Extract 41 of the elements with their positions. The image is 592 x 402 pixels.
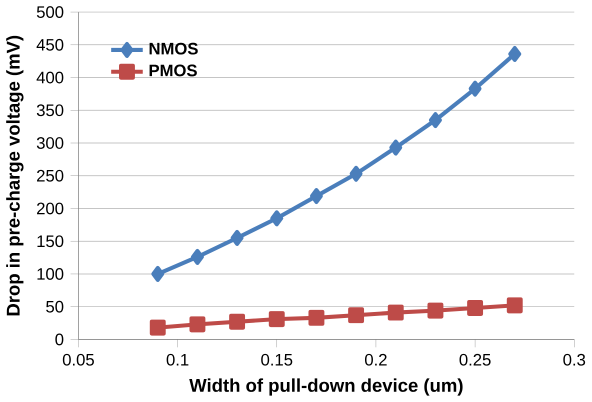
x-tick-label: 0.05 (62, 354, 94, 366)
y-tick-label: 450 (36, 39, 64, 51)
point (508, 46, 522, 62)
point (388, 304, 404, 321)
x-tick-label: 0.3 (563, 354, 586, 366)
point (506, 298, 523, 314)
point (189, 316, 206, 332)
point (150, 320, 166, 336)
point (308, 310, 324, 326)
x-tick-label: 0.1 (166, 354, 188, 366)
point (270, 210, 284, 226)
point (268, 311, 285, 328)
y-tick-label: 300 (36, 137, 64, 150)
x-tick-label: 0.25 (460, 354, 491, 366)
point (310, 188, 323, 204)
point (230, 230, 244, 246)
point (428, 112, 442, 128)
y-tick-label: 0 (55, 334, 64, 346)
x-tick-label: 0.15 (261, 354, 292, 366)
y-axis-title: Drop in pre-charge voltage (mV) (6, 36, 24, 316)
y-tick-label: 400 (36, 72, 64, 84)
y-tick-label: 100 (37, 268, 64, 280)
point (467, 300, 484, 316)
y-tick-label: 150 (37, 235, 64, 248)
point (389, 140, 402, 156)
point (348, 307, 364, 324)
x-tick-label: 0.2 (364, 354, 387, 366)
y-tick-label: 500 (36, 6, 64, 18)
point (229, 314, 246, 330)
legend-label: PMOS (150, 64, 197, 76)
point (151, 266, 164, 282)
x-axis-title: Width of pull-down device (um) (189, 378, 463, 396)
y-tick-label: 350 (36, 104, 64, 116)
point (350, 166, 363, 182)
point (190, 249, 204, 265)
point (468, 80, 482, 97)
y-tick-label: 200 (37, 202, 64, 214)
legend-label: NMOS (150, 42, 198, 55)
y-tick-label: 250 (37, 170, 64, 182)
y-tick-label: 50 (46, 300, 64, 313)
point (427, 302, 444, 319)
